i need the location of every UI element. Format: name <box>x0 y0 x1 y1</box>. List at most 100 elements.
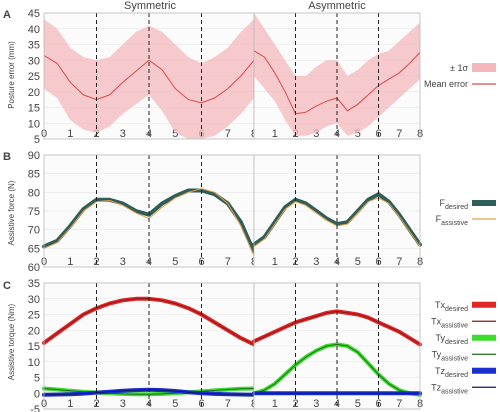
panel-c-ytick-label: 15 <box>28 341 40 353</box>
panel-letter-c: C <box>3 280 11 292</box>
panel-b-ytick-label: 75 <box>28 206 40 218</box>
panel-a-ytick-label: 20 <box>28 87 40 99</box>
panel-c-symmetric-xtick-label: 3 <box>120 398 126 410</box>
panel-a-ytick-label: 15 <box>28 103 40 115</box>
panel-a-ytick-label: 25 <box>28 71 40 83</box>
legend-label-main: Tz <box>435 366 445 376</box>
panel-a-legend-label: ± 1σ <box>450 63 468 73</box>
panel-a-ytick-label: 30 <box>28 55 40 67</box>
panel-c-symmetric-series-ty-assistive <box>43 388 255 395</box>
panel-c-legend: TxdesiredTxassistiveTydesiredTyassistive… <box>431 300 496 395</box>
panel-b-asymmetric-plot: 12345678 <box>252 154 423 268</box>
panel-b-symmetric-xtick-label: 5 <box>172 256 178 268</box>
column-title-asymmetric: Asymmetric <box>308 0 366 12</box>
panel-c-legend-label: Tzassistive <box>431 382 468 395</box>
panel-b-legend-label: Fassistive <box>436 214 468 227</box>
panel-b-symmetric-xtick-label: 1 <box>67 256 73 268</box>
panel-a-ytick-label: 5 <box>34 134 40 146</box>
panel-a-ytick-label: 40 <box>28 24 40 36</box>
legend-label-subscript: assistive <box>441 355 468 362</box>
panel-b-asymmetric-xtick-label: 3 <box>313 256 319 268</box>
ylabel-assistive-force: Assistive force (N) <box>7 180 16 245</box>
panel-b-ytick-label: 80 <box>28 187 40 199</box>
panel-a-symmetric-mean-error-line <box>43 55 255 104</box>
panel-a-ytick-label: 35 <box>28 40 40 52</box>
legend-label-main: Ty <box>436 333 446 343</box>
column-title-symmetric: Symmetric <box>124 0 176 12</box>
panel-b-symmetric-xtick-label: 7 <box>225 256 231 268</box>
panel-c-asymmetric-xtick-label: 5 <box>355 398 361 410</box>
panel-c-asymmetric-series-ty-assistive <box>253 343 421 396</box>
panel-c-legend-label: Tyassistive <box>432 349 468 362</box>
panel-c-ytick-label: -5 <box>30 404 40 412</box>
panel-c-asymmetric-plot: 12345678 <box>252 282 423 410</box>
legend-label-main: Ty <box>432 349 442 359</box>
panel-c-symmetric-xtick-label: 7 <box>225 398 231 410</box>
panel-a-symmetric-xtick-label: 7 <box>225 128 231 140</box>
legend-label-main: F <box>436 214 442 224</box>
panel-c-ytick-label: 20 <box>28 325 40 337</box>
panel-b-asymmetric-frame <box>253 154 421 268</box>
panel-a-asymmetric-xtick-label: 5 <box>355 128 361 140</box>
panel-b-asymmetric-xtick-label: 7 <box>396 256 402 268</box>
panel-c-asymmetric-xtick-label: 3 <box>313 398 319 410</box>
legend-label-subscript: desired <box>445 306 468 313</box>
legend-label-main: F <box>440 198 446 208</box>
panel-a-legend: ± 1σ Mean error <box>424 63 496 89</box>
panel-b-asymmetric-xtick-label: 1 <box>272 256 278 268</box>
panel-c-asymmetric-xtick-label: 7 <box>396 398 402 410</box>
panel-b-ytick-label: 85 <box>28 169 40 181</box>
panel-a-symmetric-xtick-label: 5 <box>172 128 178 140</box>
panel-b-ytick-label: 65 <box>28 243 40 255</box>
panel-c-ytick-label: 35 <box>28 278 40 290</box>
panel-a-ytick-label: 45 <box>28 8 40 20</box>
panel-c-asymmetric-xtick-label: 1 <box>272 398 278 410</box>
panel-c-asymmetric-frame <box>253 282 421 410</box>
legend-label-subscript: desired <box>445 204 468 211</box>
panel-b-legend-label: Fdesired <box>440 198 469 211</box>
legend-label-main: Mean error <box>424 79 468 89</box>
legend-label-main: Tz <box>431 382 441 392</box>
legend-label-subscript: desired <box>445 372 468 379</box>
panel-c-symmetric-plot: -505101520253035012345678 <box>28 278 257 412</box>
panel-a-asymmetric-xtick-label: 1 <box>272 128 278 140</box>
panel-c-symmetric-xtick-label: 1 <box>67 398 73 410</box>
panel-c-ytick-label: 5 <box>34 373 40 385</box>
panel-a-ytick-label: 10 <box>28 118 40 130</box>
panel-b-symmetric-xtick-label: 3 <box>120 256 126 268</box>
legend-label-main: Tx <box>435 300 445 310</box>
legend-label-subscript: assistive <box>441 220 468 227</box>
ylabel-posture-error: Posture error (mm) <box>7 41 16 109</box>
panel-a-legend-swatch-band <box>472 63 496 72</box>
panel-b-ytick-label: 90 <box>28 150 40 162</box>
panel-a-legend-label: Mean error <box>424 79 468 89</box>
panel-c-ytick-label: 25 <box>28 310 40 322</box>
panel-c-ytick-label: 0 <box>34 388 40 400</box>
panel-c-ytick-label: 10 <box>28 357 40 369</box>
panel-c-legend-label: Txdesired <box>435 300 468 313</box>
panel-b-asymmetric-series-f-desired <box>252 192 422 247</box>
panel-c-legend-label: Txassistive <box>431 316 468 329</box>
panel-b-symmetric-plot: 60657075808590012345678 <box>28 150 257 274</box>
panel-b-ytick-label: 60 <box>28 262 40 274</box>
panel-b-asymmetric-xtick-label: 5 <box>355 256 361 268</box>
panel-a-asymmetric-plot: 12345678 <box>253 12 423 140</box>
panel-a-asymmetric-xtick-label: 3 <box>313 128 319 140</box>
legend-label-main: Tx <box>431 316 441 326</box>
legend-label-subscript: assistive <box>441 388 468 395</box>
legend-label-subscript: assistive <box>441 322 468 329</box>
panel-c-symmetric-xtick-label: 5 <box>172 398 178 410</box>
panel-a-asymmetric-frame <box>253 12 421 140</box>
panel-b-ytick-label: 70 <box>28 225 40 237</box>
panel-c-legend-label: Tzdesired <box>435 366 468 379</box>
panel-letter-a: A <box>3 9 11 21</box>
panel-a-symmetric-xtick-label: 1 <box>67 128 73 140</box>
panel-c-ytick-label: 30 <box>28 294 40 306</box>
panel-a-symmetric-plot: 51015202530354045012345678 <box>28 8 257 146</box>
plots-layer: 5101520253035404501234567812345678606570… <box>28 8 423 412</box>
legend-label-main: ± 1σ <box>450 63 468 73</box>
legend-label-subscript: desired <box>445 339 468 346</box>
